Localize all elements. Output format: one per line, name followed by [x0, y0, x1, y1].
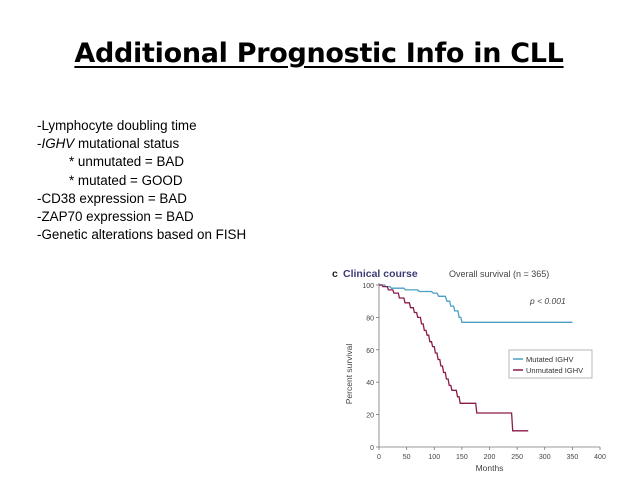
legend-box — [508, 349, 593, 379]
bullet-text-prefix: -CD38 expression = BAD — [37, 190, 187, 206]
y-tick-label: 40 — [366, 380, 374, 387]
bullet-item: * mutated = GOOD — [37, 172, 246, 190]
x-axis-label: Months — [476, 463, 504, 473]
bullet-text-suffix: mutational status — [74, 136, 180, 152]
y-tick-label: 80 — [366, 315, 374, 322]
bullet-item: -ZAP70 expression = BAD — [37, 208, 246, 226]
series-line-0 — [379, 284, 573, 323]
bullet-text-prefix: - — [37, 136, 42, 152]
x-tick-label: 300 — [539, 454, 551, 461]
x-tick-label: 350 — [567, 454, 579, 461]
survival-chart: c Clinical course Overall survival (n = 36… — [332, 268, 606, 473]
bullet-list: -Lymphocyte doubling time -IGHV mutationa… — [37, 117, 246, 244]
x-tick-label: 50 — [403, 454, 411, 461]
bullet-text-prefix: -Lymphocyte doubling time — [37, 118, 197, 133]
y-axis-label: Percent survival — [344, 344, 354, 405]
panel-letter: c — [332, 268, 338, 280]
bullet-item: -IGHV mutational status — [37, 135, 246, 153]
x-tick-label: 200 — [484, 454, 496, 461]
legend-label: Mutated IGHV — [526, 355, 574, 364]
bullet-item: * unmutated = BAD — [37, 153, 246, 171]
x-tick-label: 0 — [377, 454, 381, 461]
x-tick-label: 150 — [456, 454, 468, 461]
x-tick-label: 400 — [594, 454, 606, 461]
y-tick-label: 100 — [362, 283, 374, 290]
bullet-text-prefix: * unmutated = BAD — [69, 154, 185, 170]
chart-subtitle: Overall survival (n = 365) — [449, 269, 549, 279]
series-line-1 — [379, 284, 529, 432]
y-tick-label: 60 — [366, 348, 374, 355]
x-tick-label: 250 — [511, 454, 523, 461]
x-tick-label: 100 — [428, 454, 440, 461]
bullet-text-italic: IGHV — [41, 136, 75, 152]
y-tick-label: 20 — [366, 413, 374, 420]
bullet-text-prefix: -Genetic alterations based on FISH — [37, 227, 247, 243]
legend-label: Unmutated IGHV — [526, 366, 583, 375]
bullet-text-prefix: -ZAP70 expression = BAD — [37, 209, 194, 225]
bullet-item: -Genetic alterations based on FISH — [37, 226, 246, 244]
survival-figure: c Clinical course Overall survival (n = 36… — [330, 262, 610, 479]
bullet-text-prefix: * mutated = GOOD — [69, 172, 183, 188]
y-tick-label: 0 — [370, 445, 374, 452]
bullet-item: -CD38 expression = BAD — [37, 190, 246, 208]
p-value-annotation: p < 0.001 — [529, 296, 566, 306]
bullet-item: -Lymphocyte doubling time — [37, 117, 246, 135]
chart-title: Clinical course — [343, 268, 418, 280]
slide-title: Additional Prognostic Info in CLL — [74, 38, 564, 69]
